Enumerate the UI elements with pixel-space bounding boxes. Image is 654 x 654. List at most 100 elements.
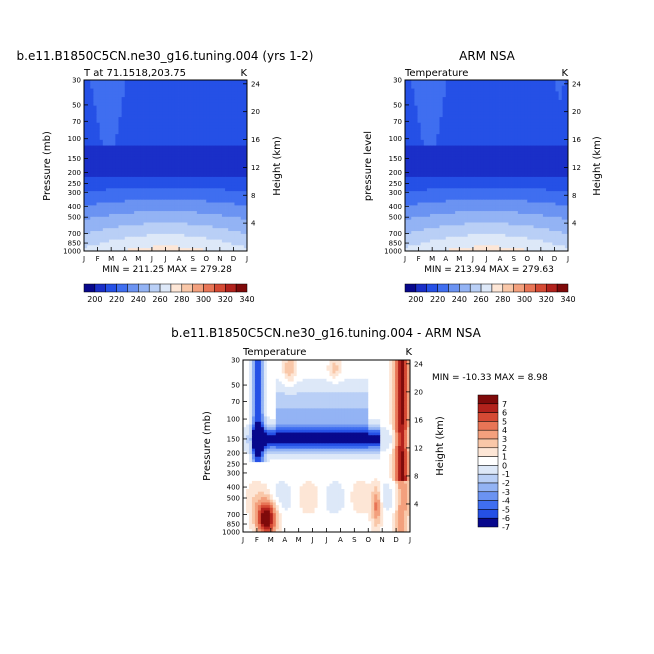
panel-model-cell — [124, 236, 129, 240]
panel-model-cell — [87, 231, 91, 235]
panel-model-cell — [187, 242, 191, 246]
panel-model-cell — [112, 176, 116, 181]
panel-model-cell — [215, 174, 220, 178]
panel-model-cell — [240, 242, 245, 246]
panel-obs-cell — [524, 114, 528, 118]
panel-obs-cell — [436, 125, 440, 129]
panel-obs-cell — [524, 165, 528, 169]
panel-model-cell — [171, 199, 176, 203]
panel-obs-cell — [458, 162, 462, 166]
panel-model-cell — [225, 191, 229, 195]
panel-model-cell — [181, 185, 185, 189]
panel-obs-cell — [561, 122, 566, 126]
panel-obs-cell — [408, 151, 412, 155]
panel-model-cell — [84, 225, 88, 229]
panel-model-cell — [115, 119, 119, 124]
panel-model-cell — [215, 145, 220, 149]
panel-model-cell — [96, 142, 101, 146]
panel-model-cell — [152, 211, 157, 215]
panel-model-cell — [109, 228, 113, 232]
panel-obs-cell — [417, 174, 422, 178]
panel-obs-cell — [405, 134, 409, 138]
panel-model-cell — [225, 145, 229, 149]
panel-obs-cell — [533, 85, 538, 89]
panel-model-cell — [168, 122, 173, 126]
panel-obs-cell — [561, 125, 566, 129]
panel-obs-cell — [489, 168, 494, 172]
panel-model-cell — [203, 139, 207, 144]
panel-model-cell — [228, 222, 232, 226]
panel-model-cell — [243, 134, 248, 138]
panel-model-cell — [149, 139, 154, 144]
panel-model-cell — [168, 242, 173, 246]
panel-model-cell — [159, 216, 163, 221]
panel-model-cell — [152, 182, 157, 186]
panel-obs-cell — [499, 88, 503, 92]
panel-obs-cell — [408, 80, 412, 84]
panel-model-cell — [215, 185, 220, 189]
panel-model-cell — [159, 196, 163, 201]
panel-obs-cell — [442, 102, 447, 107]
panel-model-cell — [127, 82, 132, 87]
panel-obs-cell — [430, 159, 434, 164]
panel-model-cell — [121, 185, 126, 189]
panel-model-cell — [146, 248, 151, 252]
panel-model-cell — [196, 176, 201, 181]
panel-model-cell — [212, 108, 217, 112]
panel-obs-cell — [461, 154, 465, 158]
panel-model-cell — [221, 88, 226, 92]
panel-model-cell — [84, 228, 88, 232]
panel-model-cell — [140, 117, 144, 121]
panel-obs-cell — [499, 162, 503, 166]
panel-model-cell — [231, 171, 235, 175]
panel-obs-cell — [470, 82, 475, 87]
panel-model-cell — [181, 91, 185, 95]
panel-obs-cell — [492, 85, 497, 89]
panel-obs-cell — [514, 159, 519, 164]
panel-model-cell — [193, 176, 198, 181]
panel-model-cell — [171, 125, 176, 129]
panel-model-cell — [190, 182, 195, 186]
panel-model-cell — [184, 202, 188, 206]
panel-obs-cell — [508, 99, 512, 104]
panel-model-cell — [99, 211, 104, 215]
panel-model-cell — [143, 159, 148, 164]
panel-model-cell — [152, 188, 157, 192]
panel-model-cell — [90, 202, 94, 206]
panel-model-colorbar-swatch — [148, 283, 161, 293]
panel-obs-cell — [495, 159, 500, 164]
panel-obs-cell — [527, 156, 531, 161]
panel-obs-cell — [486, 174, 491, 178]
panel-model-cell — [149, 151, 154, 155]
panel-model-cell — [168, 176, 173, 181]
panel-model-cell — [225, 213, 229, 218]
panel-model-cell — [206, 179, 210, 183]
panel-model-cell — [243, 80, 248, 84]
panel-model-cell — [171, 111, 176, 115]
panel-model-cell — [209, 97, 213, 101]
panel-model-cell — [165, 225, 170, 229]
panel-model-cell — [190, 174, 195, 178]
panel-model-cell — [156, 231, 160, 235]
panel-model-cell — [90, 145, 94, 149]
panel-model-cell — [84, 248, 88, 252]
panel-model-cell — [134, 202, 138, 206]
panel-obs-cell — [405, 80, 409, 84]
panel-obs-cell — [502, 99, 506, 104]
panel-model-cell — [102, 171, 107, 175]
panel-obs-cell — [492, 128, 497, 132]
panel-model-cell — [152, 174, 157, 178]
panel-obs-cell — [564, 122, 569, 126]
panel-model-cell — [137, 199, 141, 203]
panel-obs-cell — [405, 162, 409, 166]
panel-obs-cell — [524, 162, 528, 166]
panel-obs-cell — [411, 114, 415, 118]
panel-model-cell — [102, 219, 107, 223]
panel-model-cell — [112, 196, 116, 201]
panel-model-cell — [159, 233, 163, 238]
panel-model-cell — [121, 182, 126, 186]
panel-model-cell — [143, 102, 148, 107]
panel-model-cell — [96, 119, 101, 124]
panel-model-cell — [181, 228, 185, 232]
panel-obs-cell — [433, 99, 437, 104]
